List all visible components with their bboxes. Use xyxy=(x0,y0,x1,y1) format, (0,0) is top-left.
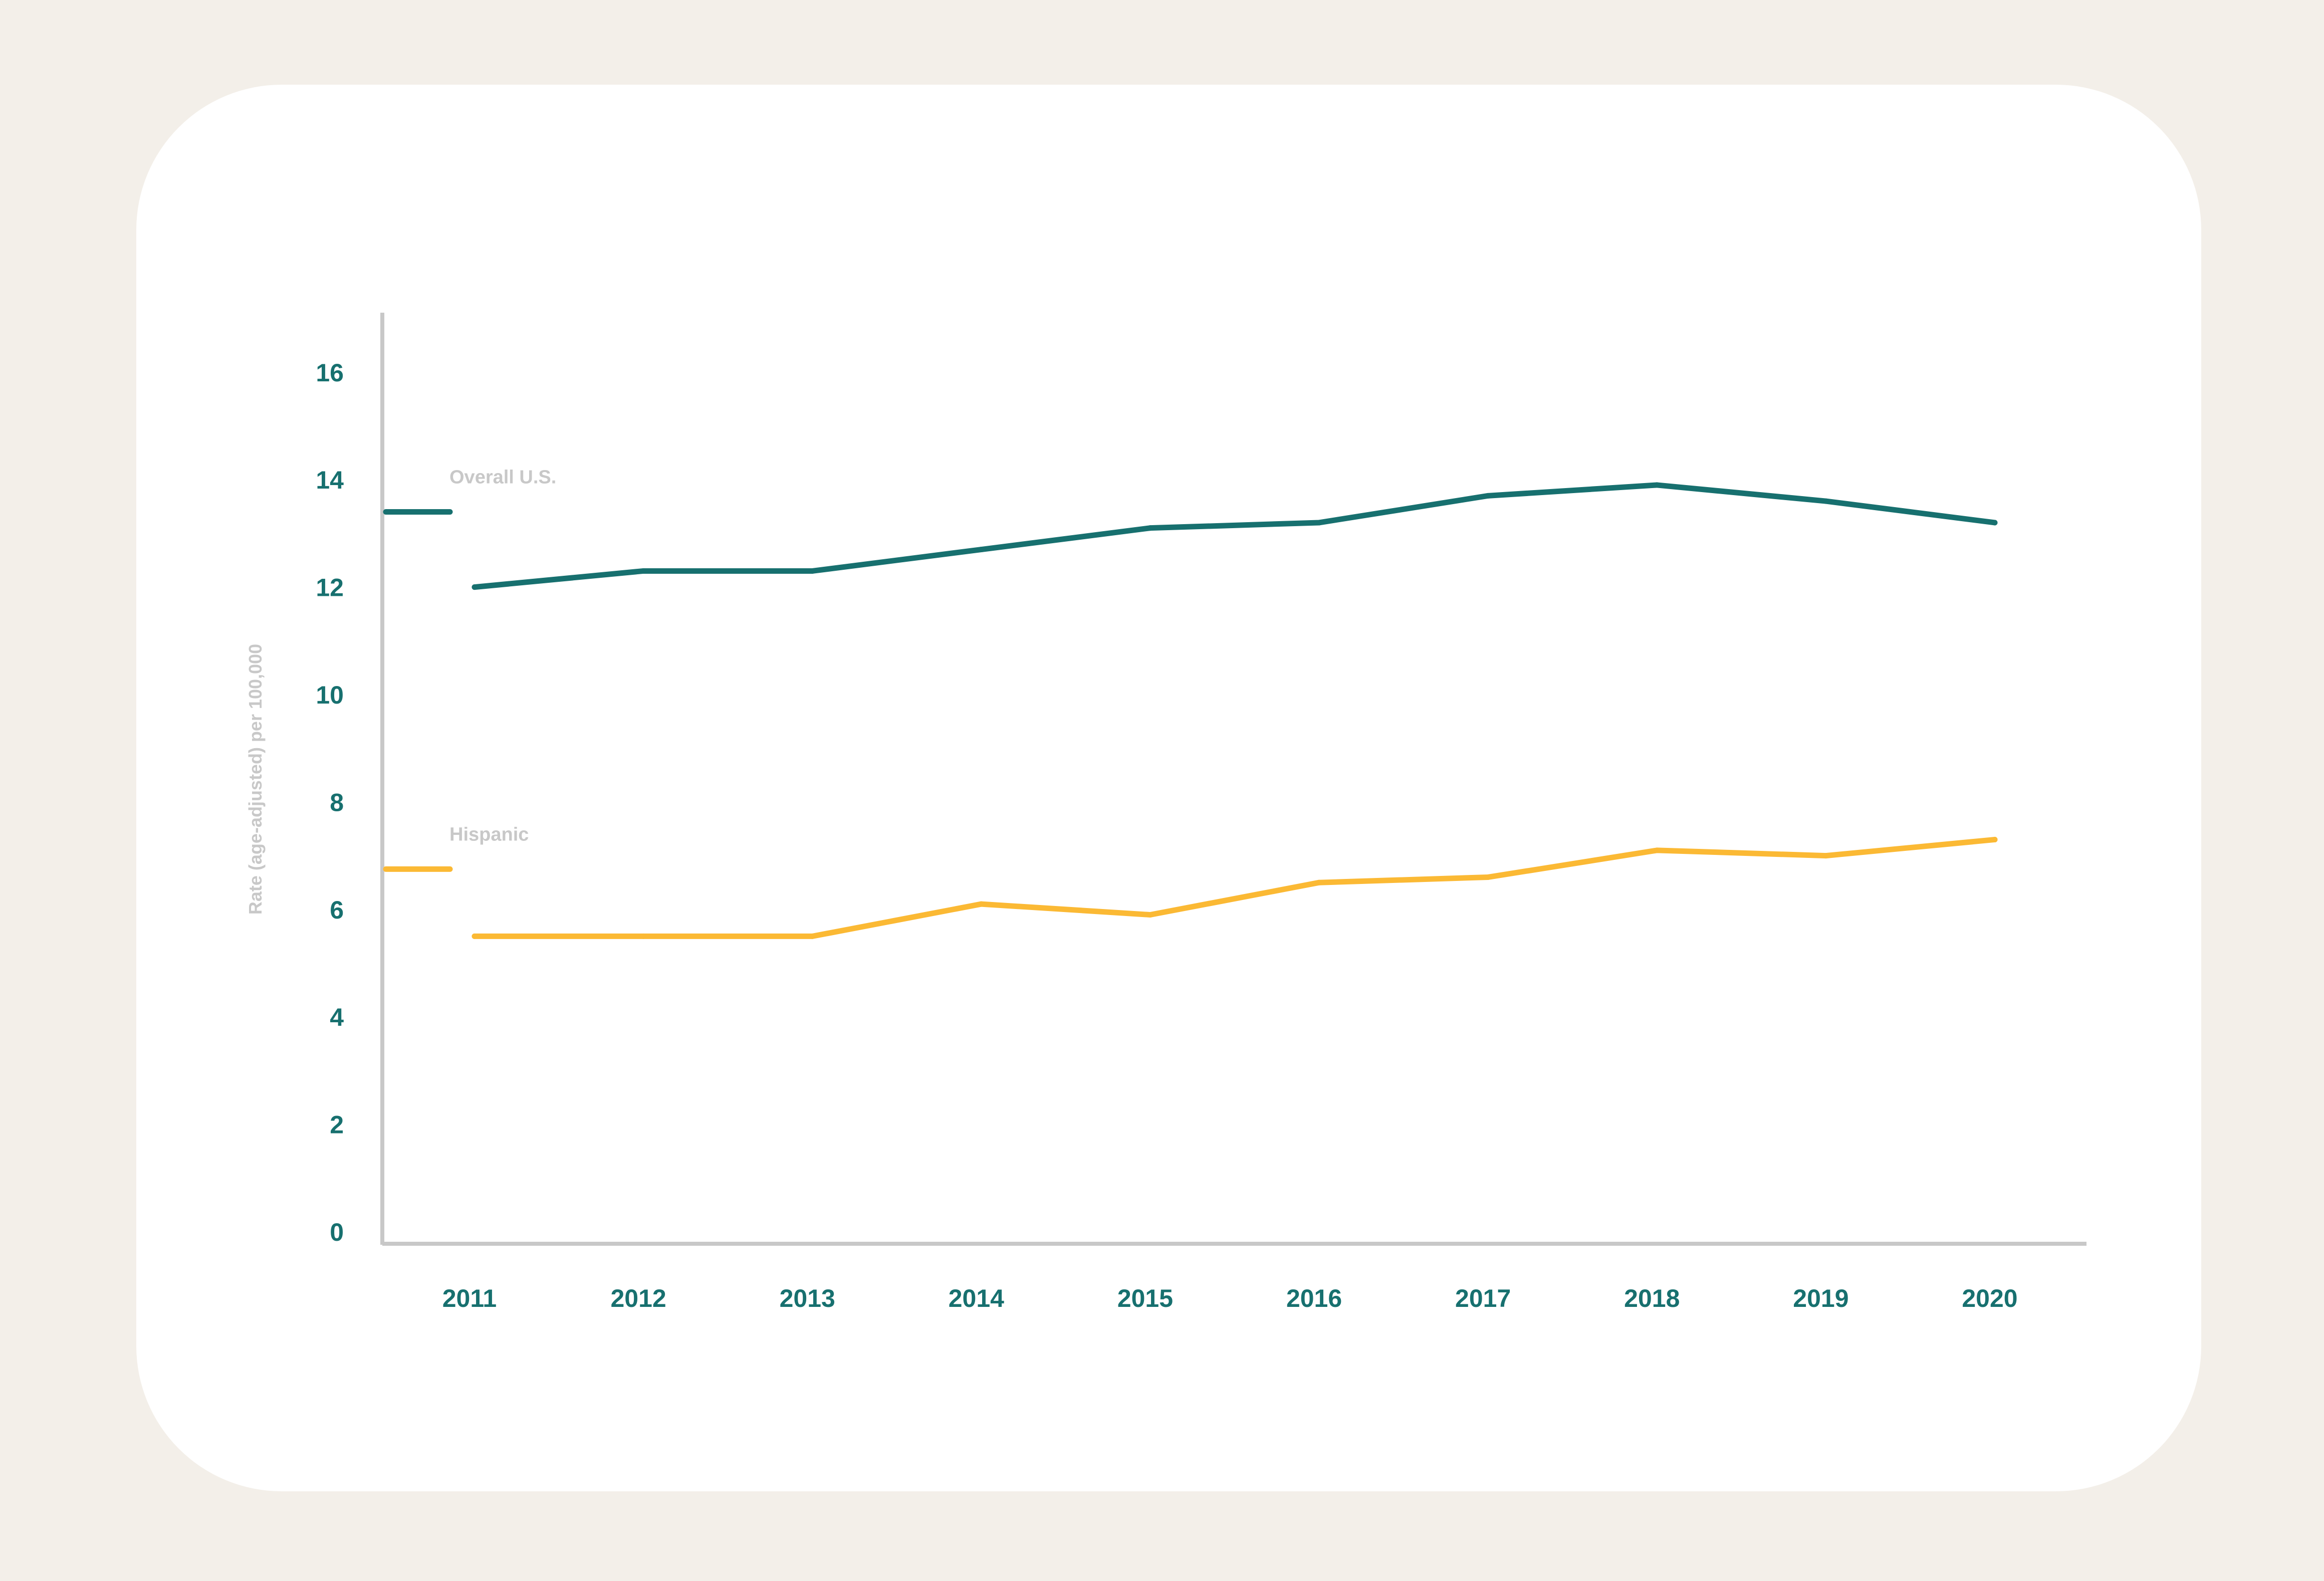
data-point xyxy=(1147,525,1153,531)
legend: Overall U.S. Hispanic xyxy=(383,467,556,872)
y-tick-label: 10 xyxy=(316,681,344,709)
chart-card xyxy=(136,85,2201,1491)
x-tick-label: 2013 xyxy=(780,1284,835,1312)
y-tick-label: 4 xyxy=(330,1003,344,1031)
x-tick-label: 2018 xyxy=(1624,1284,1680,1312)
data-point xyxy=(978,547,984,553)
series-line-hispanic xyxy=(472,836,1998,939)
data-point xyxy=(1823,498,1829,504)
x-tick-label: 2019 xyxy=(1793,1284,1848,1312)
data-point xyxy=(809,568,815,574)
data-point xyxy=(1992,520,1998,526)
data-point xyxy=(1992,836,1998,842)
data-point xyxy=(1654,847,1660,853)
data-point xyxy=(640,933,646,939)
y-tick-labels: 0 2 4 6 8 10 12 14 16 xyxy=(316,359,344,1246)
x-tick-label: 2011 xyxy=(442,1284,497,1312)
data-point xyxy=(1316,879,1322,885)
x-tick-label: 2020 xyxy=(1962,1284,2017,1312)
x-tick-label: 2015 xyxy=(1117,1284,1173,1312)
data-point xyxy=(1485,874,1491,880)
x-tick-label: 2012 xyxy=(610,1284,666,1312)
legend-label: Hispanic xyxy=(449,824,529,845)
data-point xyxy=(640,568,646,574)
data-point xyxy=(1654,482,1660,488)
x-tick-label: 2014 xyxy=(949,1284,1004,1312)
y-tick-label: 2 xyxy=(330,1111,344,1139)
series-line-overall-us xyxy=(472,482,1998,590)
x-tick-labels: 2011 2012 2013 2014 2015 2016 2017 2018 2019 2020 xyxy=(442,1284,2018,1312)
y-tick-label: 8 xyxy=(330,788,344,816)
data-point xyxy=(472,933,478,939)
y-axis-title: Rate (age-adjusted) per 100,000 xyxy=(245,644,266,915)
data-point xyxy=(1823,853,1829,859)
data-point xyxy=(1147,912,1153,918)
x-tick-label: 2016 xyxy=(1286,1284,1342,1312)
y-tick-label: 6 xyxy=(330,896,344,924)
y-tick-label: 16 xyxy=(316,359,344,387)
x-tick-label: 2017 xyxy=(1455,1284,1511,1312)
legend-label: Overall U.S. xyxy=(449,467,556,488)
series-group xyxy=(472,482,1998,939)
y-tick-label: 12 xyxy=(316,574,344,602)
data-point xyxy=(978,901,984,907)
y-tick-label: 14 xyxy=(316,466,344,494)
data-point xyxy=(472,584,478,590)
y-tick-label: 0 xyxy=(330,1218,344,1246)
data-point xyxy=(1485,493,1491,499)
data-point xyxy=(1316,520,1322,526)
data-point xyxy=(809,933,815,939)
